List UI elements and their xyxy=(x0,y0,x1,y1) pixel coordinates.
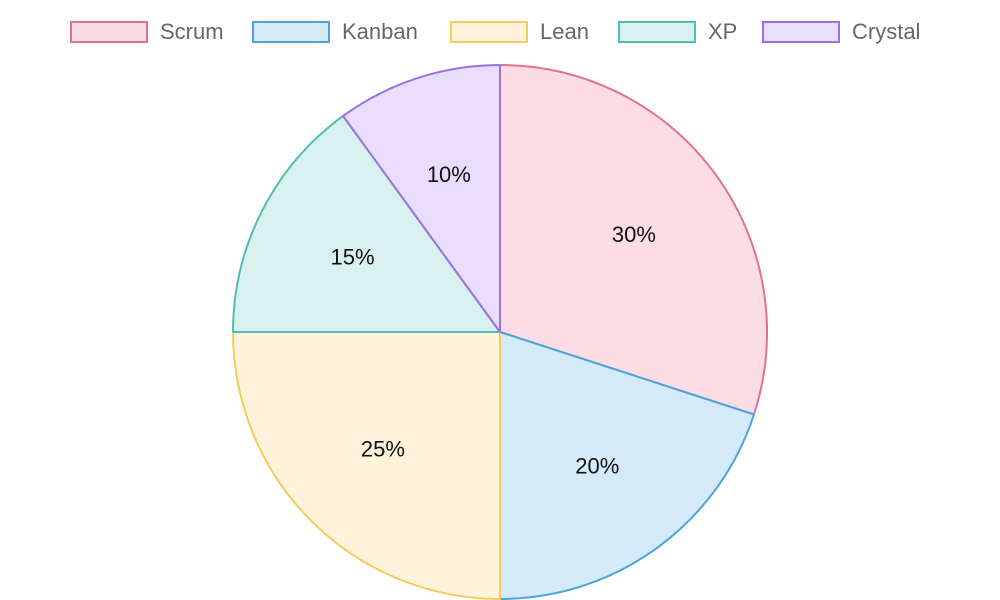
slice-scrum[interactable] xyxy=(499,64,768,416)
legend-item-scrum[interactable]: Scrum xyxy=(70,19,224,45)
slice-crystal[interactable] xyxy=(342,64,501,333)
slice-label-kanban: 20% xyxy=(575,453,619,478)
legend-item-kanban[interactable]: Kanban xyxy=(252,19,418,45)
legend-swatch-crystal xyxy=(762,21,840,43)
legend-label-scrum: Scrum xyxy=(160,19,224,44)
legend-item-crystal[interactable]: Crystal xyxy=(762,19,920,45)
slice-label-crystal: 10% xyxy=(427,162,471,187)
slice-label-lean: 25% xyxy=(361,437,405,462)
slice-label-scrum: 30% xyxy=(612,222,656,247)
slice-kanban[interactable] xyxy=(499,331,755,600)
legend-label-xp: XP xyxy=(708,19,738,44)
legend-label-lean: Lean xyxy=(540,19,589,44)
legend-swatch-scrum xyxy=(70,21,148,43)
slice-labels-group: 30% 20% 25% 15% 10% xyxy=(330,162,655,478)
slice-label-xp: 15% xyxy=(330,244,374,269)
legend-label-crystal: Crystal xyxy=(852,19,921,44)
legend-swatch-lean xyxy=(450,21,528,43)
legend-item-lean[interactable]: Lean xyxy=(450,19,589,45)
legend-swatch-xp xyxy=(618,21,696,43)
slices-group xyxy=(232,64,768,600)
legend-item-xp[interactable]: XP xyxy=(618,19,737,45)
legend: Scrum Kanban Lean XP Crystal xyxy=(0,0,1000,64)
slice-lean[interactable] xyxy=(232,331,501,600)
legend-label-kanban: Kanban xyxy=(342,19,418,44)
legend-swatch-kanban xyxy=(252,21,330,43)
slice-xp[interactable] xyxy=(232,114,501,333)
